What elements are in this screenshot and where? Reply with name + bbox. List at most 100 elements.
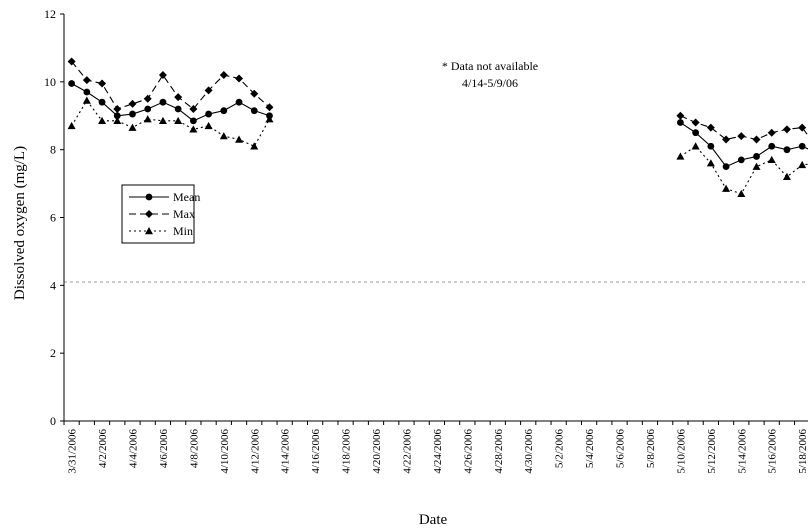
data-point-mean bbox=[159, 98, 167, 106]
series-line-max bbox=[680, 115, 808, 141]
y-tick-label: 8 bbox=[50, 143, 56, 157]
data-point-min bbox=[737, 189, 746, 197]
series-mean bbox=[68, 80, 808, 171]
data-point-mean bbox=[737, 156, 745, 164]
data-point-min bbox=[67, 121, 76, 130]
data-point-max bbox=[798, 123, 807, 132]
data-point-min bbox=[128, 123, 137, 131]
legend-label-min: Min bbox=[173, 224, 193, 238]
data-point-min bbox=[82, 96, 91, 104]
y-tick-label: 6 bbox=[50, 211, 56, 225]
legend: Mean Max Min bbox=[121, 184, 200, 244]
x-tick-label: 4/30/2006 bbox=[523, 429, 535, 474]
x-tick-label: 4/6/2006 bbox=[158, 429, 170, 469]
x-tick-label: 4/14/2006 bbox=[280, 429, 292, 474]
series-min bbox=[67, 96, 808, 197]
x-tick-label: 5/18/2006 bbox=[797, 429, 808, 474]
annotation-line-1: * Data not available bbox=[442, 59, 538, 73]
data-point-min bbox=[265, 115, 274, 123]
data-point-max bbox=[189, 104, 198, 113]
x-tick-label: 4/16/2006 bbox=[310, 429, 322, 474]
x-tick-label: 5/2/2006 bbox=[554, 429, 566, 469]
x-tick-label: 5/6/2006 bbox=[615, 429, 627, 469]
legend-marker-min bbox=[145, 227, 153, 235]
data-point-min bbox=[204, 121, 213, 130]
data-point-min bbox=[767, 155, 776, 164]
data-point-min bbox=[798, 160, 807, 169]
y-tick-label: 0 bbox=[50, 414, 56, 428]
data-point-max bbox=[174, 93, 183, 102]
data-point-min bbox=[174, 116, 183, 125]
x-tick-label: 5/16/2006 bbox=[767, 429, 779, 474]
x-tick-label: 4/10/2006 bbox=[219, 429, 231, 474]
data-point-min bbox=[691, 142, 700, 150]
data-point-min bbox=[752, 162, 761, 170]
x-tick-label: 4/4/2006 bbox=[127, 429, 139, 469]
x-tick-label: 5/10/2006 bbox=[675, 429, 687, 474]
data-point-min bbox=[782, 172, 791, 180]
data-point-max bbox=[82, 76, 91, 85]
data-point-mean bbox=[205, 110, 212, 118]
data-point-mean bbox=[677, 119, 684, 126]
data-point-mean bbox=[144, 105, 152, 113]
data-point-mean bbox=[220, 107, 228, 115]
data-point-min bbox=[722, 184, 731, 192]
annotation-line-2: 4/14-5/9/06 bbox=[462, 76, 518, 90]
x-tick-label: 4/18/2006 bbox=[341, 429, 353, 474]
x-tick-label: 4/26/2006 bbox=[462, 429, 474, 474]
data-point-mean bbox=[798, 142, 806, 150]
x-tick-label: 4/28/2006 bbox=[493, 429, 505, 474]
data-point-min bbox=[235, 135, 244, 143]
data-point-max bbox=[113, 104, 122, 113]
data-point-min bbox=[158, 116, 167, 125]
x-tick-label: 4/22/2006 bbox=[401, 429, 413, 474]
data-point-min bbox=[143, 115, 152, 123]
legend-label-max: Max bbox=[173, 207, 195, 221]
x-tick-label: 5/12/2006 bbox=[706, 429, 718, 474]
legend-label-mean: Mean bbox=[173, 190, 200, 204]
series-line-min bbox=[680, 145, 808, 195]
x-tick-label: 5/8/2006 bbox=[645, 429, 657, 469]
data-point-min bbox=[250, 142, 259, 150]
x-axis-title: Date bbox=[419, 512, 448, 528]
data-point-min bbox=[219, 132, 228, 140]
data-point-max bbox=[158, 71, 167, 80]
data-point-max bbox=[204, 86, 213, 95]
data-point-mean bbox=[753, 153, 760, 160]
data-point-mean bbox=[707, 142, 715, 150]
data-point-min bbox=[189, 125, 198, 133]
data-point-max bbox=[767, 128, 776, 137]
data-point-max bbox=[235, 74, 244, 83]
data-point-max bbox=[98, 79, 107, 88]
data-point-max bbox=[737, 132, 746, 141]
data-point-max bbox=[128, 99, 137, 108]
y-tick-label: 2 bbox=[50, 346, 56, 360]
data-point-mean bbox=[722, 163, 730, 171]
data-point-max bbox=[250, 89, 259, 98]
data-point-mean bbox=[113, 112, 121, 120]
y-tick-label: 10 bbox=[44, 75, 56, 89]
data-point-max bbox=[676, 111, 685, 120]
data-point-mean bbox=[98, 98, 106, 106]
x-tick-label: 4/2/2006 bbox=[97, 429, 109, 469]
data-point-mean bbox=[783, 146, 791, 154]
data-point-mean bbox=[250, 107, 258, 115]
data-point-min bbox=[98, 116, 107, 125]
x-tick-label: 4/24/2006 bbox=[432, 429, 444, 474]
data-point-mean bbox=[768, 142, 776, 150]
x-tick-label: 5/14/2006 bbox=[736, 429, 748, 474]
legend-marker-mean bbox=[145, 193, 153, 201]
series-max bbox=[67, 57, 808, 144]
x-tick-label: 4/20/2006 bbox=[371, 429, 383, 474]
data-point-max bbox=[691, 118, 700, 127]
data-point-min bbox=[113, 116, 122, 125]
data-point-max bbox=[782, 125, 791, 134]
x-tick-label: 3/31/2006 bbox=[67, 429, 79, 474]
x-tick-label: 4/8/2006 bbox=[188, 429, 200, 469]
x-tick-label: 5/4/2006 bbox=[584, 429, 596, 469]
data-point-max bbox=[722, 135, 731, 144]
legend-marker-max bbox=[145, 210, 153, 218]
data-point-mean bbox=[235, 98, 243, 106]
x-tick-label: 4/12/2006 bbox=[249, 429, 261, 474]
